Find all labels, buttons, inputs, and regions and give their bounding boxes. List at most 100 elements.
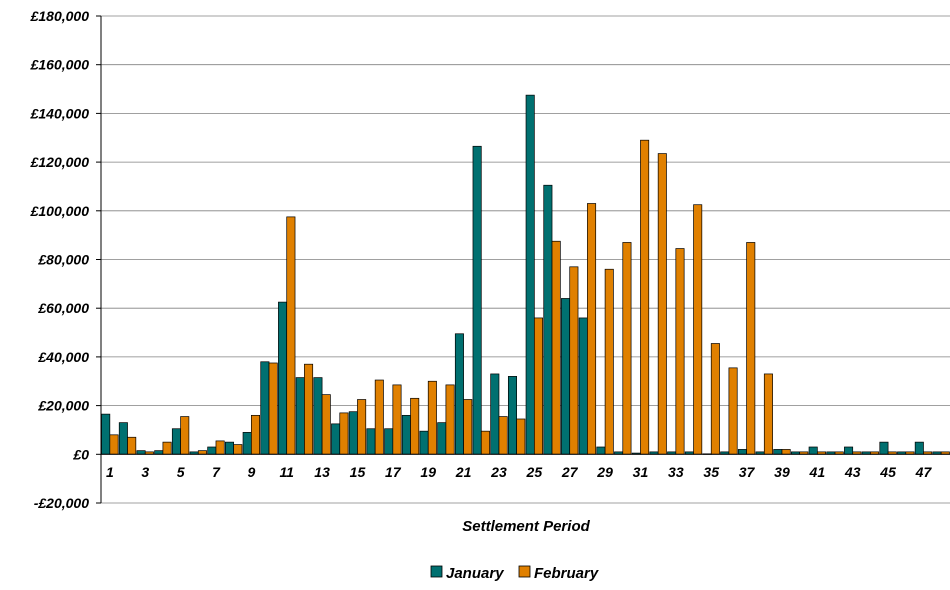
bar-february-35 [710, 343, 720, 455]
bar-february-13 [321, 394, 331, 455]
y-tick-label: £20,000 [37, 398, 89, 414]
x-tick-label: 37 [739, 464, 756, 480]
bar-january-2 [118, 422, 128, 455]
bar-february-36 [728, 367, 738, 455]
y-tick-label: £140,000 [30, 105, 90, 121]
legend-label-february: February [534, 565, 599, 582]
bar-february-39 [781, 449, 791, 455]
x-tick-label: 7 [212, 464, 221, 480]
bar-january-19 [419, 430, 429, 455]
bar-january-1 [101, 413, 111, 455]
bar-january-22 [472, 145, 482, 455]
bar-january-15 [348, 411, 358, 455]
bar-january-12 [295, 377, 305, 455]
x-tick-label: 21 [455, 464, 472, 480]
bar-january-24 [507, 376, 517, 455]
legend-swatch-january [430, 565, 443, 578]
x-tick-label: 11 [279, 464, 294, 480]
legend-swatch-february [518, 565, 531, 578]
x-tick-label: 9 [247, 464, 255, 480]
bar-february-5 [180, 416, 190, 455]
bar-january-5 [171, 428, 181, 455]
x-tick-label: 27 [561, 464, 579, 480]
bar-january-45 [879, 441, 889, 455]
y-tick-labels: £180,000 £160,000 £140,000 £120,000 £100,000… [30, 8, 90, 511]
bar-january-28 [578, 317, 588, 455]
bar-january-11 [278, 301, 288, 455]
bar-february-16 [374, 379, 384, 455]
bar-january-8 [224, 441, 234, 455]
x-tick-label: 19 [420, 464, 436, 480]
y-tick-label: £0 [72, 446, 89, 462]
bar-january-25 [525, 94, 535, 455]
bar-february-2 [127, 436, 137, 455]
bar-february-23 [498, 416, 508, 455]
legend-label-january: January [446, 565, 504, 582]
bar-january-18 [401, 414, 411, 455]
y-tick-label: £160,000 [30, 57, 90, 73]
axes [96, 15, 950, 504]
x-tick-label: 3 [141, 464, 149, 480]
bar-january-23 [490, 373, 500, 455]
y-tick-label: £100,000 [30, 203, 90, 219]
x-tick-label: 39 [774, 464, 790, 480]
x-tick-label: 29 [596, 464, 613, 480]
bar-february-1 [109, 434, 119, 455]
x-tick-label: 47 [915, 464, 933, 480]
bar-february-4 [162, 441, 172, 455]
bar-january-13 [313, 377, 323, 455]
bar-february-37 [746, 242, 756, 455]
bar-january-41 [808, 446, 818, 455]
bar-february-21 [463, 399, 473, 455]
x-tick-label: 45 [879, 464, 896, 480]
bar-february-10 [268, 362, 278, 455]
bar-february-38 [763, 373, 773, 455]
bar-february-28 [587, 203, 597, 455]
bar-january-7 [207, 446, 217, 455]
bar-january-9 [242, 432, 252, 455]
y-tick-label: -£20,000 [34, 495, 89, 511]
bar-february-29 [604, 268, 614, 455]
bar-january-14 [331, 423, 341, 455]
gridlines [101, 15, 950, 504]
bar-february-22 [480, 430, 490, 455]
bar-january-10 [260, 361, 270, 455]
x-tick-label: 17 [385, 464, 402, 480]
bar-february-6 [197, 450, 207, 455]
bar-january-17 [384, 428, 394, 455]
bar-february-30 [622, 242, 632, 455]
bar-february-17 [392, 384, 402, 455]
bar-january-29 [596, 446, 606, 455]
bar-january-21 [454, 333, 464, 455]
x-tick-labels: 1 3 5 7 9 11 13 15 17 19 21 23 25 27 29 31 33 35 37 39 41 43 4… [106, 464, 933, 480]
y-tick-label: £120,000 [30, 154, 90, 170]
x-tick-label: 41 [809, 464, 826, 480]
bar-february-34 [693, 204, 703, 455]
bar-february-14 [339, 412, 349, 455]
y-tick-label: £180,000 [30, 8, 90, 24]
bar-february-19 [427, 380, 437, 455]
bar-february-27 [569, 266, 579, 455]
bar-january-39 [773, 449, 783, 455]
x-tick-label: 5 [177, 464, 185, 480]
bar-january-20 [437, 422, 447, 455]
bar-january-37 [737, 449, 747, 455]
bar-january-43 [844, 446, 854, 455]
bar-january-27 [561, 298, 571, 455]
bar-february-26 [551, 240, 561, 455]
bar-february-31 [640, 139, 650, 455]
bars [101, 94, 950, 455]
bar-january-16 [366, 428, 376, 455]
x-axis-title: Settlement Period [462, 518, 590, 535]
bar-february-18 [410, 397, 420, 455]
legend: January February [430, 565, 599, 582]
x-tick-label: 35 [703, 464, 719, 480]
bar-february-7 [215, 440, 225, 455]
bar-february-9 [250, 414, 260, 455]
y-tick-label: £80,000 [37, 252, 89, 268]
x-tick-label: 1 [106, 464, 114, 480]
x-tick-label: 25 [526, 464, 543, 480]
x-tick-label: 23 [490, 464, 507, 480]
